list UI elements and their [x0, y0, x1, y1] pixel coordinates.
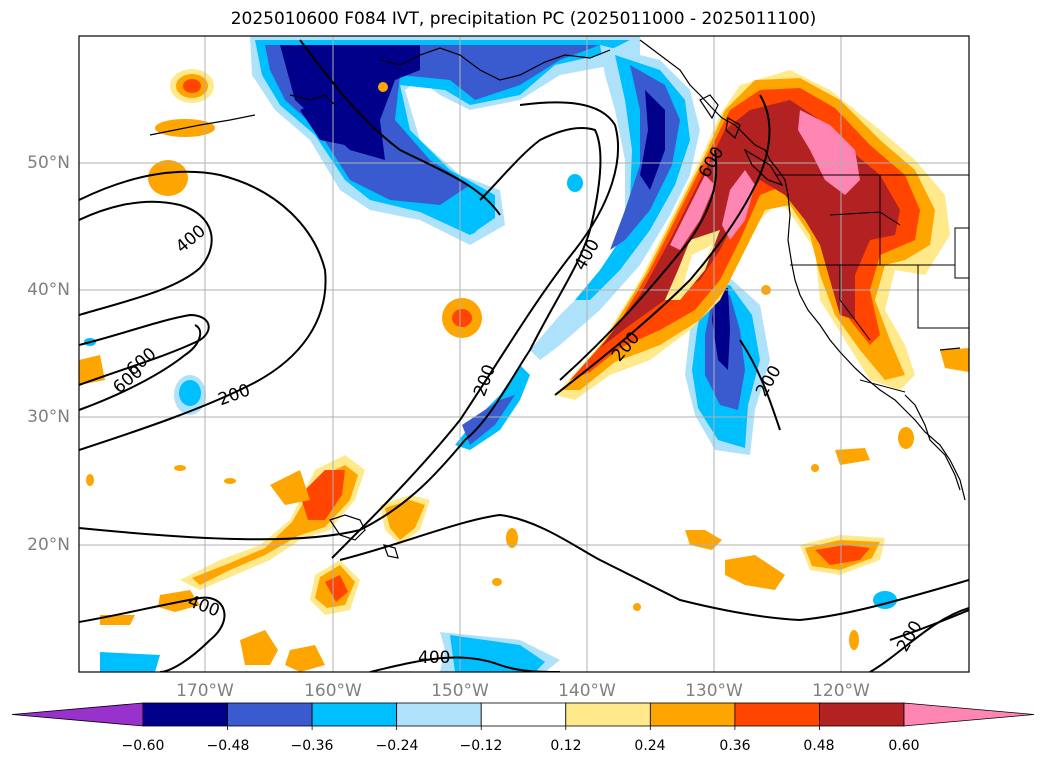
colorbar-tick-label: −0.48	[206, 738, 250, 754]
lon-label: 150°W	[431, 681, 489, 701]
ivt-contours	[79, 39, 969, 672]
positive-anomaly-subtropical	[79, 348, 969, 672]
negative-anomaly-offshore-california	[685, 278, 770, 455]
colorbar-tick-label: 0.48	[803, 738, 835, 754]
colorbar-segment	[142, 702, 228, 727]
lat-label: 50°N	[27, 153, 70, 173]
lon-label: 170°W	[176, 681, 234, 701]
colorbar-segment	[734, 702, 820, 727]
colorbar-tick-label: −0.24	[375, 738, 419, 754]
lon-label: 160°W	[304, 681, 362, 701]
positive-anomaly-north-pacific	[86, 69, 914, 650]
colorbar	[11, 702, 1035, 730]
map-title: 2025010600 F084 IVT, precipitation PC (2…	[230, 9, 817, 29]
map-plot-area: 400 600 600 200 400 200 600 200 200 400 …	[79, 36, 969, 672]
contour-label: 400	[418, 648, 450, 668]
colorbar-segment	[819, 702, 905, 727]
colorbar-tick-label: −0.12	[459, 738, 503, 754]
colorbar-tick-label: 0.12	[550, 738, 582, 754]
colorbar-segment	[480, 702, 567, 727]
colorbar-tick-label: 0.60	[888, 738, 920, 754]
lon-label: 120°W	[812, 681, 870, 701]
colorbar-tick-label: −0.60	[121, 738, 165, 754]
negative-anomaly-small-patches	[84, 174, 897, 672]
lat-label: 30°N	[27, 407, 70, 427]
colorbar-extend-min	[11, 702, 144, 727]
colorbar-segment	[227, 702, 313, 727]
political-borders	[775, 174, 969, 393]
colorbar-segment	[649, 702, 736, 727]
lon-label: 130°W	[685, 681, 743, 701]
colorbar-tick-label: 0.36	[719, 738, 751, 754]
lat-label: 20°N	[27, 535, 70, 555]
colorbar-segment	[396, 702, 482, 727]
colorbar-tick-label: 0.24	[634, 738, 666, 754]
map-frame	[78, 35, 970, 673]
colorbar-tick-label: −0.36	[290, 738, 334, 754]
lat-label: 40°N	[27, 280, 70, 300]
colorbar-extend-max	[903, 702, 1035, 727]
lon-label: 140°W	[558, 681, 616, 701]
colorbar-segment	[311, 702, 398, 727]
colorbar-segment	[565, 702, 651, 727]
